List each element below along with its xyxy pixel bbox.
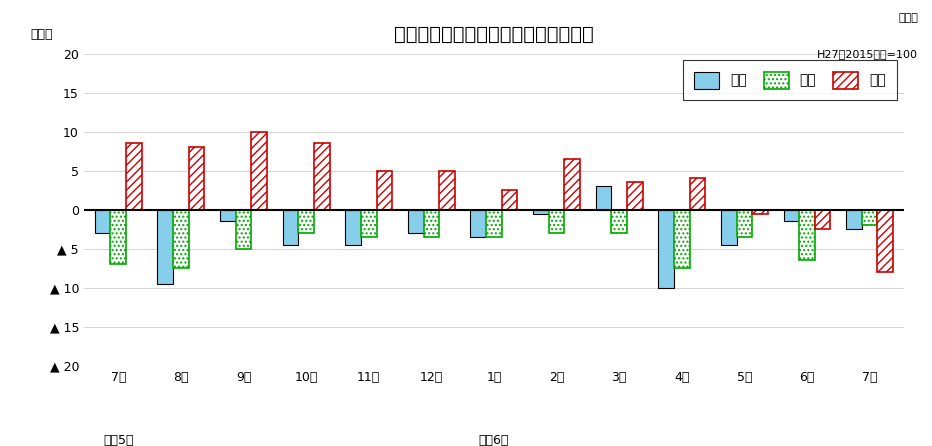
Bar	[314, 143, 330, 210]
Bar	[752, 210, 768, 214]
Bar	[627, 182, 643, 210]
Bar	[736, 210, 752, 237]
Bar	[111, 210, 126, 264]
Bar	[799, 210, 815, 260]
Bar	[501, 190, 517, 210]
Bar	[784, 210, 799, 221]
Bar	[487, 210, 501, 237]
Bar	[408, 210, 423, 233]
Bar	[126, 143, 142, 210]
Bar	[298, 210, 314, 233]
Bar	[95, 210, 111, 233]
Bar	[658, 210, 674, 288]
Bar	[189, 147, 204, 210]
Text: 令和6年: 令和6年	[479, 434, 509, 446]
Bar	[565, 159, 580, 210]
Bar	[721, 210, 736, 245]
Bar	[173, 210, 189, 268]
Bar	[158, 210, 173, 284]
Bar	[533, 210, 549, 214]
Bar	[674, 210, 690, 268]
Bar	[220, 210, 236, 221]
Legend: 生産, 出荷, 在庫: 生産, 出荷, 在庫	[683, 61, 898, 99]
Bar	[877, 210, 893, 272]
Bar	[361, 210, 377, 237]
Text: 令和5年: 令和5年	[103, 434, 133, 446]
Title: 生産・出荷・在庫の前年同月比の推移: 生産・出荷・在庫の前年同月比の推移	[394, 25, 594, 44]
Bar	[862, 210, 877, 225]
Bar	[423, 210, 439, 237]
Bar	[815, 210, 830, 229]
Bar	[439, 171, 455, 210]
Text: H27（2015）年=100: H27（2015）年=100	[817, 49, 918, 59]
Bar	[345, 210, 361, 245]
Bar	[252, 132, 267, 210]
Bar	[596, 186, 611, 210]
Bar	[690, 178, 706, 210]
Bar	[549, 210, 565, 233]
Bar	[846, 210, 862, 229]
Bar	[282, 210, 298, 245]
Bar	[377, 171, 392, 210]
Text: （％）: （％）	[31, 28, 53, 41]
Bar	[471, 210, 487, 237]
Bar	[236, 210, 252, 249]
Bar	[611, 210, 627, 233]
Text: 原指数: 原指数	[898, 13, 918, 23]
